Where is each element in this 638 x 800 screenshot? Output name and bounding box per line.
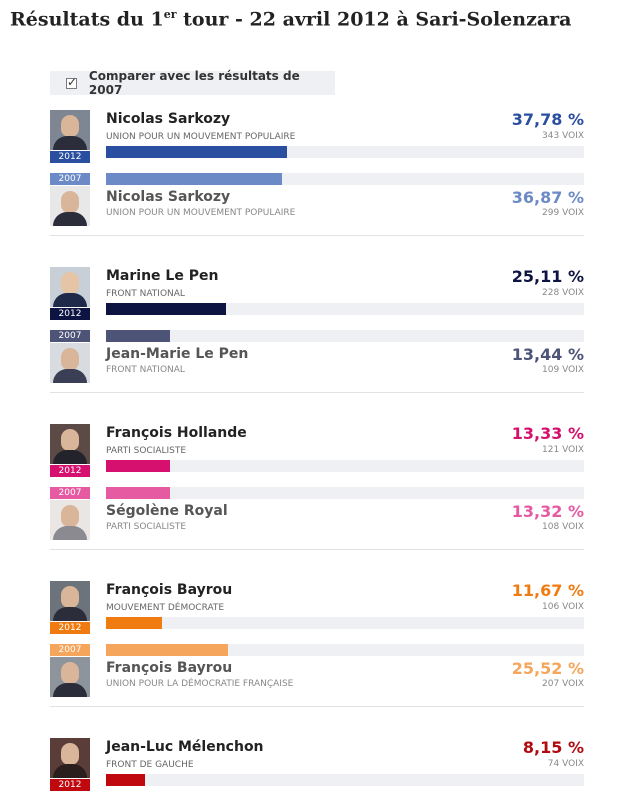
page-title: Résultats du 1er tour - 22 avril 2012 à … [10, 8, 572, 31]
candidate-votes: 299 VOIX [542, 208, 584, 218]
candidate-name: Nicolas Sarkozy [106, 111, 231, 127]
candidate-name: François Bayrou [106, 660, 233, 676]
candidate-votes: 207 VOIX [542, 679, 584, 689]
result-bar [106, 644, 228, 656]
year-badge: 2012 [50, 779, 90, 791]
result-bar [106, 146, 287, 158]
candidate-party: Parti socialiste [106, 522, 187, 532]
result-bar-track [106, 487, 584, 499]
divider [50, 706, 584, 707]
candidate-name: Nicolas Sarkozy [106, 189, 231, 205]
candidate-votes: 343 VOIX [542, 131, 584, 141]
result-bar-track [106, 146, 584, 158]
year-badge: 2007 [50, 173, 90, 185]
divider [50, 549, 584, 550]
year-badge: 2007 [50, 644, 90, 656]
candidate-votes: 109 VOIX [542, 365, 584, 375]
candidate-photo [50, 738, 90, 778]
year-badge: 2012 [50, 308, 90, 320]
candidate-name: Marine Le Pen [106, 268, 219, 284]
candidate-percent: 13,44 % [511, 345, 584, 364]
year-badge: 2012 [50, 622, 90, 634]
result-bar-track [106, 173, 584, 185]
result-bar-track [106, 460, 584, 472]
candidate-party: Front de gauche [106, 760, 194, 770]
candidate-votes: 108 VOIX [542, 522, 584, 532]
result-bar-track [106, 303, 584, 315]
candidate-name: Jean-Marie Le Pen [106, 346, 249, 362]
year-badge: 2007 [50, 330, 90, 342]
candidate-photo [50, 267, 90, 307]
result-bar [106, 460, 170, 472]
compare-label: Comparer avec les résultats de 2007 [88, 69, 300, 97]
result-bar-track [106, 644, 584, 656]
result-bar-track [106, 617, 584, 629]
candidate-party: Mouvement démocrate [106, 603, 225, 613]
candidate-party: Parti socialiste [106, 446, 187, 456]
result-bar-track [106, 774, 584, 786]
result-bar [106, 617, 162, 629]
result-bar [106, 173, 282, 185]
candidate-name: François Hollande [106, 425, 247, 441]
candidate-name: Jean-Luc Mélenchon [106, 739, 264, 755]
divider [50, 392, 584, 393]
candidate-photo [50, 343, 90, 383]
candidate-percent: 8,15 % [522, 738, 584, 757]
result-bar [106, 330, 170, 342]
candidate-percent: 25,52 % [511, 659, 584, 678]
candidate-name: Ségolène Royal [106, 503, 228, 519]
candidate-percent: 36,87 % [511, 188, 584, 207]
candidate-photo [50, 657, 90, 697]
candidate-votes: 121 VOIX [542, 445, 584, 455]
year-badge: 2012 [50, 465, 90, 477]
candidate-percent: 13,33 % [511, 424, 584, 443]
candidate-party: Front national [106, 365, 185, 375]
candidate-votes: 74 VOIX [547, 759, 584, 769]
divider [50, 235, 584, 236]
candidate-photo [50, 186, 90, 226]
candidate-party: Front national [106, 289, 185, 299]
candidate-percent: 37,78 % [511, 110, 584, 129]
candidate-percent: 25,11 % [511, 267, 584, 286]
candidate-party: Union pour un mouvement populaire [106, 208, 296, 218]
result-bar [106, 303, 226, 315]
candidate-percent: 13,32 % [511, 502, 584, 521]
candidate-votes: 228 VOIX [542, 288, 584, 298]
candidate-votes: 106 VOIX [542, 602, 584, 612]
result-bar [106, 487, 170, 499]
candidate-photo [50, 110, 90, 150]
candidate-photo [50, 424, 90, 464]
year-badge: 2012 [50, 151, 90, 163]
year-badge: 2007 [50, 487, 90, 499]
result-bar-track [106, 330, 584, 342]
compare-toggle[interactable]: Comparer avec les résultats de 2007 [50, 69, 335, 97]
result-bar [106, 774, 145, 786]
candidate-photo [50, 500, 90, 540]
candidate-percent: 11,67 % [511, 581, 584, 600]
candidate-photo [50, 581, 90, 621]
candidate-party: Union pour un mouvement populaire [106, 132, 296, 142]
compare-checkbox[interactable] [66, 75, 77, 89]
candidate-party: Union pour la démocratie française [106, 679, 294, 689]
candidate-name: François Bayrou [106, 582, 233, 598]
